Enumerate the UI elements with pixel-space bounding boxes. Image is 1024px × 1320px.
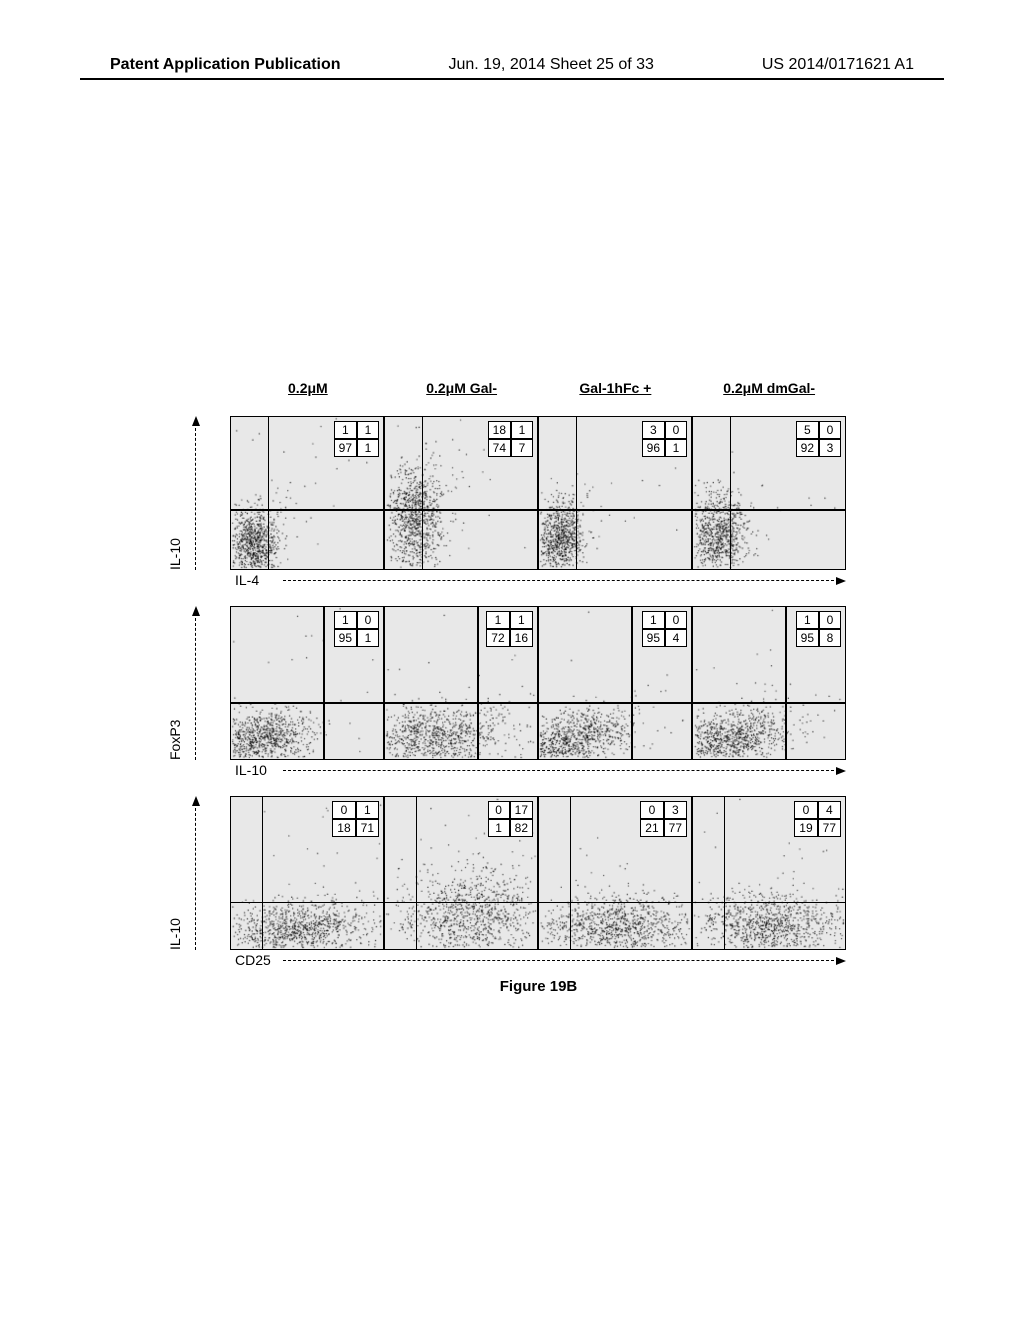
x-axis-1: IL-10 — [211, 762, 846, 780]
y-axis-0: IL-10 — [181, 416, 201, 570]
quadrant-values: 032177 — [640, 801, 687, 837]
panel-0-1: 181747 — [384, 416, 538, 570]
quadrant-values: 50923 — [796, 421, 841, 457]
quadrant-values: 30961 — [642, 421, 687, 457]
panel-1-0: 10951 — [230, 606, 384, 760]
y-axis-1: FoxP3 — [181, 606, 201, 760]
quadrant-values: 011871 — [332, 801, 379, 837]
panel-0-0: 11971 — [230, 416, 384, 570]
panel-1-1: 117216 — [384, 606, 538, 760]
y-label-1: FoxP3 — [167, 720, 183, 760]
quadrant-values: 181747 — [488, 421, 533, 457]
header-rule — [80, 78, 944, 80]
panel-0-2: 30961 — [538, 416, 692, 570]
panel-2-3: 041977 — [692, 796, 846, 950]
col-header-3: 0.2μM dmGal- — [692, 380, 846, 396]
quadrant-values: 10951 — [334, 611, 379, 647]
panel-row-2: IL-10 011871 017182 032177 041977 — [181, 780, 846, 950]
figure-caption: Figure 19B — [231, 978, 846, 995]
quadrant-values: 017182 — [488, 801, 533, 837]
y-axis-2: IL-10 — [181, 796, 201, 950]
header-date-sheet: Jun. 19, 2014 Sheet 25 of 33 — [448, 56, 654, 74]
x-label-2: CD25 — [235, 952, 271, 968]
x-axis-2: CD25 — [211, 952, 846, 970]
quadrant-values: 11971 — [334, 421, 379, 457]
column-headers: 0.2μM 0.2μM Gal- Gal-1hFc + 0.2μM dmGal- — [231, 380, 846, 396]
x-label-1: IL-10 — [235, 762, 267, 778]
panel-0-3: 50923 — [692, 416, 846, 570]
header-pub-type: Patent Application Publication — [110, 56, 341, 74]
quadrant-values: 10954 — [642, 611, 687, 647]
panel-2-0: 011871 — [230, 796, 384, 950]
y-label-0: IL-10 — [167, 538, 183, 570]
figure-19b: 0.2μM 0.2μM Gal- Gal-1hFc + 0.2μM dmGal-… — [181, 380, 846, 995]
quadrant-values: 041977 — [794, 801, 841, 837]
panel-1-3: 10958 — [692, 606, 846, 760]
panel-1-2: 10954 — [538, 606, 692, 760]
panel-2-1: 017182 — [384, 796, 538, 950]
panel-2-2: 032177 — [538, 796, 692, 950]
quadrant-values: 10958 — [796, 611, 841, 647]
x-axis-0: IL-4 — [211, 572, 846, 590]
col-header-1: 0.2μM Gal- — [385, 380, 539, 396]
page-header: Patent Application Publication Jun. 19, … — [0, 56, 1024, 74]
panel-row-1: FoxP3 10951 117216 10954 10958 — [181, 590, 846, 760]
x-label-0: IL-4 — [235, 572, 259, 588]
col-header-2: Gal-1hFc + — [539, 380, 693, 396]
col-header-0: 0.2μM — [231, 380, 385, 396]
panel-row-0: IL-10 11971 181747 30961 50923 — [181, 400, 846, 570]
quadrant-values: 117216 — [486, 611, 533, 647]
y-label-2: IL-10 — [167, 918, 183, 950]
header-pub-number: US 2014/0171621 A1 — [762, 56, 914, 74]
